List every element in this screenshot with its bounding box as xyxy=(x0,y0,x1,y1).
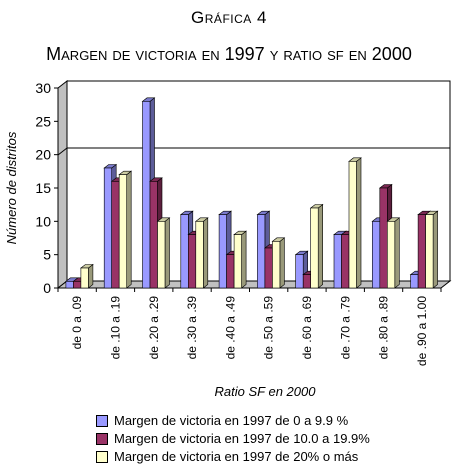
chart-kicker: Gráfica 4 xyxy=(191,8,267,27)
bar-front xyxy=(264,247,273,289)
bar-front xyxy=(257,214,266,289)
category-label: de .60 a .69 xyxy=(300,296,314,360)
bar xyxy=(309,203,324,289)
bar-side xyxy=(203,217,209,289)
bar-front xyxy=(188,234,197,289)
bar-side xyxy=(164,217,170,289)
category-label: de .70 a .79 xyxy=(338,296,352,360)
bar-side xyxy=(126,170,132,289)
bar-side xyxy=(394,217,400,289)
bar-front xyxy=(118,174,127,289)
legend-item: Margen de victoria en 1997 de 20% o más xyxy=(96,448,370,466)
bar-front xyxy=(149,181,158,289)
category-label: de .40 a .49 xyxy=(223,296,237,360)
bar-side xyxy=(241,230,247,289)
y-tick-label: 15 xyxy=(35,180,51,196)
bar-front xyxy=(379,187,388,289)
bar-front xyxy=(272,241,281,289)
bar xyxy=(233,230,247,289)
y-tick-label: 0 xyxy=(43,280,51,296)
legend-label: Margen de victoria en 1997 de 0 a 9.9 % xyxy=(114,413,349,428)
bar xyxy=(80,263,94,289)
bar xyxy=(271,237,286,289)
bar xyxy=(348,157,362,289)
bar-front xyxy=(341,234,350,289)
bar-front xyxy=(410,274,419,289)
category-label: de .30 a .39 xyxy=(185,296,199,360)
bar-side xyxy=(432,210,438,289)
legend-swatch xyxy=(96,415,108,427)
bar-side xyxy=(279,237,285,289)
x-axis-label: Ratio SF en 2000 xyxy=(215,384,317,399)
bar-front xyxy=(386,221,396,289)
bar-front xyxy=(226,254,235,289)
bar-front xyxy=(73,281,82,289)
bar-front xyxy=(371,221,381,289)
chart-title: Margen de victoria en 1997 y ratio sf en… xyxy=(46,44,412,64)
bar xyxy=(118,170,133,289)
y-tick-label: 5 xyxy=(43,247,51,263)
bar-front xyxy=(310,207,319,289)
bar-side xyxy=(88,263,94,289)
category-label: de .50 a .59 xyxy=(262,296,276,360)
category-label: de .90 a 1.00 xyxy=(415,296,429,366)
bar xyxy=(424,210,439,289)
legend-swatch xyxy=(96,433,108,445)
bar-front xyxy=(333,234,342,289)
bar-front xyxy=(142,101,151,289)
bar xyxy=(386,217,401,289)
bar-front xyxy=(302,274,312,289)
legend: Margen de victoria en 1997 de 0 a 9.9 % M… xyxy=(96,412,370,466)
bar-front xyxy=(111,181,120,289)
category-label: de .10 a .19 xyxy=(108,296,122,360)
y-tick-label: 20 xyxy=(35,147,51,163)
y-tick-label: 10 xyxy=(35,213,51,229)
bar-side xyxy=(356,157,362,289)
bar-front xyxy=(417,214,426,289)
bar-front xyxy=(425,214,434,289)
y-tick-label: 25 xyxy=(35,113,51,129)
bar xyxy=(156,217,171,289)
legend-label: Margen de victoria en 1997 de 20% o más xyxy=(114,449,359,464)
gridline-20-side xyxy=(57,147,68,156)
bar-front xyxy=(218,214,227,289)
plot-side-wall xyxy=(57,79,68,290)
bar-front xyxy=(157,221,166,289)
bar-front xyxy=(80,267,89,289)
bar-front xyxy=(233,234,242,289)
legend-item: Margen de victoria en 1997 de 10.0 a 19.… xyxy=(96,430,370,448)
legend-item: Margen de victoria en 1997 de 0 a 9.9 % xyxy=(96,412,370,430)
bar-front xyxy=(195,221,204,289)
category-label: de .20 a .29 xyxy=(147,296,161,360)
bar-side xyxy=(317,203,324,289)
bar-front xyxy=(65,281,74,289)
legend-label: Margen de victoria en 1997 de 10.0 a 19.… xyxy=(114,431,370,446)
y-tick-label: 30 xyxy=(35,80,51,96)
category-label: de 0 a .09 xyxy=(70,296,84,350)
bar xyxy=(194,217,209,289)
bar-front xyxy=(180,214,189,289)
legend-swatch xyxy=(96,451,108,463)
bar-front xyxy=(348,161,357,289)
bar-front xyxy=(103,167,112,289)
category-label: de .80 a .89 xyxy=(377,296,391,360)
bar-front xyxy=(295,254,304,289)
y-axis-label: Número de distritos xyxy=(4,131,19,244)
